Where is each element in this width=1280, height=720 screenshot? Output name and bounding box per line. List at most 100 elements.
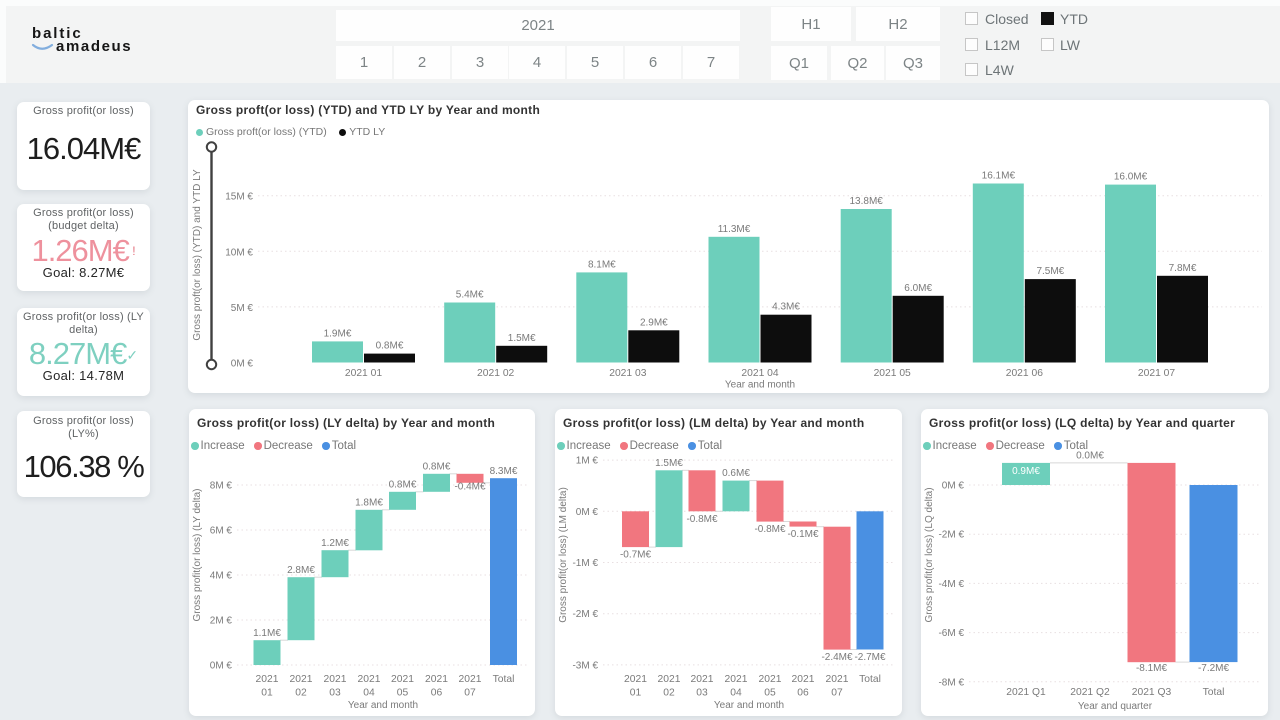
svg-text:2021 Q3: 2021 Q3 — [1132, 687, 1172, 698]
svg-text:0M €: 0M € — [210, 661, 233, 672]
svg-text:2021 04: 2021 04 — [741, 368, 778, 379]
svg-text:-8M €: -8M € — [938, 677, 964, 688]
svg-text:2021 03: 2021 03 — [609, 368, 646, 379]
svg-text:2021: 2021 — [324, 674, 347, 685]
svg-text:Total: Total — [1203, 687, 1225, 698]
svg-text:-2.7M€: -2.7M€ — [854, 652, 886, 663]
svg-text:2021: 2021 — [425, 674, 448, 685]
svg-text:Year and month: Year and month — [348, 700, 418, 711]
svg-text:Gross profit(or loss) (LY delt: Gross profit(or loss) (LY delta) — [192, 488, 203, 621]
svg-text:2021 06: 2021 06 — [1006, 368, 1043, 379]
svg-text:0.9M€: 0.9M€ — [1012, 466, 1040, 477]
svg-text:2021: 2021 — [792, 674, 815, 685]
svg-text:01: 01 — [630, 687, 642, 698]
svg-text:1.8M€: 1.8M€ — [355, 497, 383, 508]
svg-text:05: 05 — [764, 687, 776, 698]
svg-text:1.5M€: 1.5M€ — [508, 333, 536, 344]
svg-text:4M €: 4M € — [210, 571, 233, 582]
svg-text:0.8M€: 0.8M€ — [376, 341, 404, 352]
svg-text:1.2M€: 1.2M€ — [321, 538, 349, 549]
svg-text:2021 05: 2021 05 — [874, 368, 911, 379]
svg-text:0.0M€: 0.0M€ — [1076, 450, 1104, 461]
svg-text:1.5M€: 1.5M€ — [655, 458, 683, 469]
svg-text:-2M €: -2M € — [572, 609, 598, 620]
svg-text:2.9M€: 2.9M€ — [640, 317, 668, 328]
svg-text:-7.2M€: -7.2M€ — [1198, 663, 1230, 674]
svg-text:1M €: 1M € — [576, 456, 599, 467]
svg-text:Total: Total — [493, 674, 515, 685]
svg-text:07: 07 — [831, 687, 843, 698]
svg-text:03: 03 — [696, 687, 708, 698]
svg-text:03: 03 — [329, 687, 341, 698]
svg-text:06: 06 — [797, 687, 809, 698]
svg-text:2021: 2021 — [691, 674, 714, 685]
svg-text:-6M €: -6M € — [938, 628, 964, 639]
svg-text:11.3M€: 11.3M€ — [718, 224, 751, 235]
svg-text:7.8M€: 7.8M€ — [1169, 263, 1197, 274]
svg-text:2021: 2021 — [290, 674, 313, 685]
svg-text:5.4M€: 5.4M€ — [456, 289, 484, 300]
svg-text:8.3M€: 8.3M€ — [490, 466, 518, 477]
svg-text:2021: 2021 — [826, 674, 849, 685]
svg-text:8M €: 8M € — [210, 481, 233, 492]
svg-text:2021 Q2: 2021 Q2 — [1070, 687, 1110, 698]
svg-text:-4M €: -4M € — [938, 579, 964, 590]
svg-text:0M €: 0M € — [942, 481, 965, 492]
svg-text:Year and month: Year and month — [725, 380, 795, 391]
svg-text:13.8M€: 13.8M€ — [850, 196, 884, 207]
svg-text:0.6M€: 0.6M€ — [722, 468, 750, 479]
svg-text:2021 07: 2021 07 — [1138, 368, 1175, 379]
svg-text:02: 02 — [663, 687, 675, 698]
svg-text:7.5M€: 7.5M€ — [1036, 266, 1064, 277]
svg-text:2021: 2021 — [358, 674, 381, 685]
svg-text:Year and month: Year and month — [714, 700, 784, 711]
svg-text:8.1M€: 8.1M€ — [588, 259, 616, 270]
svg-text:6.0M€: 6.0M€ — [904, 283, 932, 294]
svg-text:2.8M€: 2.8M€ — [287, 565, 315, 576]
svg-text:06: 06 — [431, 687, 443, 698]
svg-text:16.1M€: 16.1M€ — [982, 170, 1016, 181]
svg-text:04: 04 — [363, 687, 375, 698]
svg-text:5M €: 5M € — [231, 303, 254, 314]
svg-text:16.0M€: 16.0M€ — [1114, 172, 1148, 183]
svg-text:10M €: 10M € — [225, 247, 253, 258]
svg-text:2021: 2021 — [658, 674, 681, 685]
svg-text:2021: 2021 — [725, 674, 748, 685]
svg-text:-0.7M€: -0.7M€ — [620, 550, 652, 561]
svg-text:-0.1M€: -0.1M€ — [787, 529, 819, 540]
svg-text:4.3M€: 4.3M€ — [772, 302, 800, 313]
svg-text:02: 02 — [295, 687, 307, 698]
svg-text:2021: 2021 — [391, 674, 414, 685]
svg-text:Total: Total — [859, 674, 881, 685]
svg-text:1.9M€: 1.9M€ — [324, 328, 352, 339]
svg-text:2021: 2021 — [759, 674, 782, 685]
svg-text:-2.4M€: -2.4M€ — [821, 652, 853, 663]
svg-text:2021: 2021 — [624, 674, 647, 685]
svg-text:0.8M€: 0.8M€ — [423, 461, 451, 472]
svg-text:0M €: 0M € — [231, 359, 254, 370]
svg-text:-0.8M€: -0.8M€ — [754, 524, 786, 535]
svg-text:-0.8M€: -0.8M€ — [686, 514, 718, 525]
svg-text:-8.1M€: -8.1M€ — [1136, 663, 1168, 674]
svg-text:15M €: 15M € — [225, 192, 253, 203]
svg-text:0M €: 0M € — [576, 507, 599, 518]
svg-text:-3M €: -3M € — [572, 660, 598, 671]
svg-text:07: 07 — [464, 687, 476, 698]
svg-text:-1M €: -1M € — [572, 558, 598, 569]
svg-text:2021: 2021 — [256, 674, 279, 685]
svg-text:04: 04 — [730, 687, 742, 698]
svg-text:-0.4M€: -0.4M€ — [454, 481, 486, 492]
svg-text:Gross profit(or loss) (LM delt: Gross profit(or loss) (LM delta) — [558, 487, 569, 623]
svg-text:2021 Q1: 2021 Q1 — [1006, 687, 1046, 698]
svg-text:2021 02: 2021 02 — [477, 368, 514, 379]
svg-text:2021: 2021 — [459, 674, 482, 685]
svg-text:Year and quarter: Year and quarter — [1078, 701, 1153, 712]
svg-text:Gross proft(or loss) (YTD) and: Gross proft(or loss) (YTD) and YTD LY — [192, 169, 203, 341]
svg-text:6M €: 6M € — [210, 526, 233, 537]
svg-text:0.8M€: 0.8M€ — [389, 479, 417, 490]
svg-text:1.1M€: 1.1M€ — [253, 628, 281, 639]
svg-text:2M €: 2M € — [210, 616, 233, 627]
svg-text:01: 01 — [261, 687, 273, 698]
svg-text:2021 01: 2021 01 — [345, 368, 382, 379]
svg-text:Gross profit(or loss) (LQ delt: Gross profit(or loss) (LQ delta) — [924, 487, 935, 622]
